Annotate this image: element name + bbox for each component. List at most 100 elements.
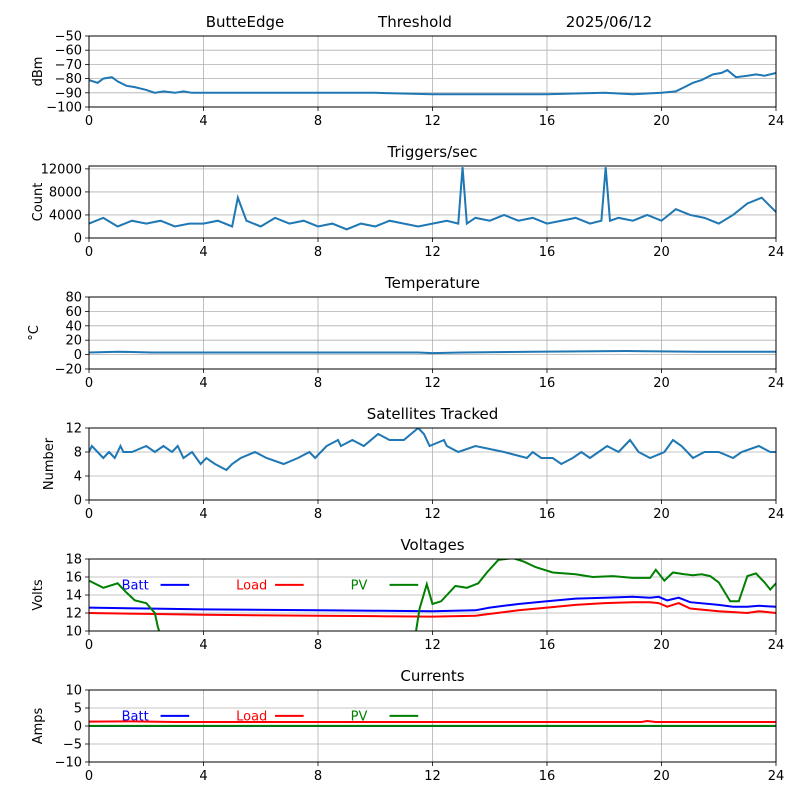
y-tick-label: 12 [65,422,82,437]
y-tick-label: 4000 [49,208,82,223]
header-mode: Threshold [377,13,452,31]
panel-title: Satellites Tracked [367,405,498,423]
y-tick-label: 12000 [41,162,82,177]
x-tick-label: 4 [199,507,207,522]
x-tick-label: 12 [424,769,441,784]
y-axis-label: Volts [31,579,46,611]
y-tick-label: 14 [65,589,82,604]
x-tick-label: 8 [314,245,322,260]
panel-title: Currents [400,667,464,685]
x-tick-label: 20 [653,114,670,129]
x-tick-label: 24 [768,245,785,260]
panel-voltages: Batt Load PV 0 4 8 12 16 20 24 10 12 14 16 18 Voltages V… [31,536,784,653]
y-tick-label: 5 [74,702,82,717]
x-tick-label: 4 [199,376,207,391]
y-tick-label: 12 [65,607,82,622]
x-tick-label: 0 [85,638,93,653]
legend-label-load: Load [236,578,267,593]
x-tick-label: 16 [539,638,556,653]
legend-label-load: Load [236,709,267,724]
legend-label-pv: PV [351,578,368,593]
y-tick-label: 40 [65,319,82,334]
series-line-load [89,719,776,724]
y-tick-label: 16 [65,571,82,586]
x-tick-label: 20 [653,245,670,260]
y-tick-label: 20 [65,334,82,349]
panel-noise: 0 4 8 12 16 20 24 −100−90−80−70−60−50 dBm [31,30,784,130]
y-axis-label: dBm [31,57,46,87]
legend-label-pv: PV [351,709,368,724]
y-tick-label: 10 [65,625,82,640]
x-tick-label: 0 [85,245,93,260]
x-tick-label: 8 [314,769,322,784]
panel-triggers: 0 4 8 12 16 20 24 0 4000 8000 12000 Triggers/sec Cou… [31,143,784,260]
series-line-batt [89,595,776,613]
series-line-pv [89,559,776,631]
x-tick-label: 8 [314,376,322,391]
x-tick-label: 16 [539,245,556,260]
y-tick-label: −100 [46,101,82,116]
x-tick-label: 16 [539,769,556,784]
y-tick-label: 18 [65,553,82,568]
y-tick-label: 0 [74,494,82,509]
x-tick-label: 12 [424,507,441,522]
y-tick-label: 60 [65,305,82,320]
x-tick-label: 24 [768,769,785,784]
header-station: ButteEdge [206,13,285,31]
x-tick-label: 4 [199,769,207,784]
x-tick-label: 8 [314,507,322,522]
x-tick-label: 16 [539,114,556,129]
y-tick-label: 8 [74,446,82,461]
panel-title: Voltages [400,536,464,554]
x-tick-label: 12 [424,114,441,129]
series-line-0 [89,167,776,231]
x-tick-label: 12 [424,245,441,260]
x-tick-label: 20 [653,638,670,653]
y-tick-label: −90 [55,86,82,101]
x-tick-label: 4 [199,245,207,260]
x-tick-label: 0 [85,376,93,391]
y-tick-label: 4 [74,470,82,485]
panel-satellites: 0 4 8 12 16 20 24 0 4 8 12 Satellites Tracked Number [42,405,784,522]
y-tick-label: −80 [55,72,82,87]
y-tick-label: 10 [65,684,82,699]
y-tick-label: −10 [55,756,82,771]
y-tick-label: −20 [55,363,82,378]
y-tick-label: −50 [55,30,82,45]
x-tick-label: 12 [424,376,441,391]
x-tick-label: 20 [653,769,670,784]
x-tick-label: 16 [539,507,556,522]
y-tick-label: −5 [63,738,82,753]
x-tick-label: 16 [539,376,556,391]
x-tick-label: 4 [199,114,207,129]
x-tick-label: 0 [85,507,93,522]
panel-currents: Batt Load PV0 4 8 12 16 20 24−10−50510CurrentsAm… [31,667,784,784]
series-line-0 [89,428,776,472]
y-tick-label: −70 [55,58,82,73]
x-tick-label: 24 [768,638,785,653]
y-axis-label: Amps [31,707,46,744]
series-line-0 [89,68,776,96]
y-tick-label: 0 [74,232,82,247]
x-tick-label: 8 [314,638,322,653]
y-tick-label: 0 [74,720,82,735]
series-line-0 [89,349,776,355]
x-tick-label: 24 [768,507,785,522]
y-tick-label: 0 [74,348,82,363]
series-line-load [89,601,776,618]
y-tick-label: −60 [55,44,82,59]
x-tick-label: 0 [85,769,93,784]
y-tick-label: 80 [65,291,82,306]
x-tick-label: 20 [653,507,670,522]
x-tick-label: 24 [768,376,785,391]
x-tick-label: 12 [424,638,441,653]
panel-title: Triggers/sec [387,143,478,161]
y-axis-label: Count [31,183,46,222]
legend-label-batt: Batt [122,578,149,593]
x-tick-label: 20 [653,376,670,391]
x-tick-label: 24 [768,114,785,129]
x-tick-label: 8 [314,114,322,129]
